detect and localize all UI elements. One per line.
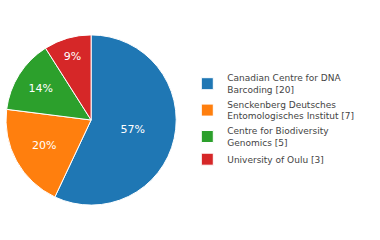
svg-text:9%: 9% <box>64 50 81 63</box>
svg-text:Senckenberg DeutschesEntomolog: Senckenberg DeutschesEntomologisches Ins… <box>227 100 354 122</box>
svg-text:20%: 20% <box>32 139 56 152</box>
svg-text:University of Oulu [3]: University of Oulu [3] <box>227 155 323 165</box>
svg-text:Canadian Centre for DNABarcodi: Canadian Centre for DNABarcoding [20] <box>227 73 341 95</box>
svg-text:57%: 57% <box>120 123 144 136</box>
svg-text:Centre for BiodiversityGenomic: Centre for BiodiversityGenomics [5] <box>227 126 329 148</box>
svg-text:14%: 14% <box>28 82 52 95</box>
